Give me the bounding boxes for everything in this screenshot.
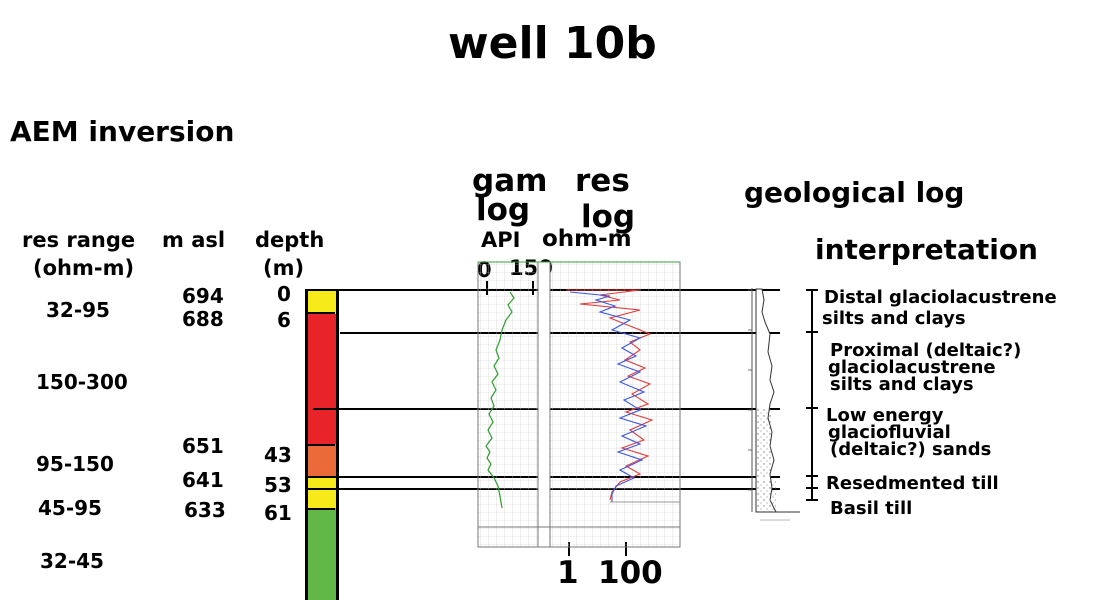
interpretation-line: glaciolacustrene (828, 357, 996, 378)
interpretation-unit: Low energy glaciofluvial (deltaic?) sand… (826, 405, 992, 460)
aem-layer (305, 476, 339, 508)
depth-value: 6 (277, 308, 291, 332)
aem-heading: AEM inversion (10, 115, 235, 148)
interpretation-line: Basil till (830, 498, 913, 519)
correlation-line (305, 312, 335, 314)
aem-layer (305, 444, 339, 476)
interpretation-heading: interpretation (815, 233, 1038, 266)
depth-unit: (m) (263, 256, 305, 280)
correlation-line (340, 332, 780, 334)
depth-value: 0 (277, 282, 291, 306)
masl-value: 694 (182, 284, 224, 308)
interpretation-line: glaciofluvial (828, 422, 951, 443)
res-log-unit: ohm-m (542, 226, 632, 252)
masl-value: 651 (182, 434, 224, 458)
correlation-line (313, 408, 780, 410)
res-range-value: 32-45 (40, 549, 104, 573)
res-range-header: res range (22, 228, 136, 252)
interpretation-line: silts and clays (822, 308, 966, 329)
correlation-line (305, 488, 780, 490)
aem-layer (305, 289, 339, 314)
interpretation-unit: Distal glaciolacustrene silts and clays (822, 287, 1057, 329)
correlation-line (305, 289, 780, 291)
aem-layer (305, 314, 339, 444)
correlation-line (305, 444, 335, 446)
res-range-value: 45-95 (38, 496, 102, 520)
masl-value: 688 (182, 307, 224, 331)
res-curve-red (566, 289, 654, 501)
depth-value: 53 (264, 473, 292, 497)
res-range-unit: (ohm-m) (33, 256, 135, 280)
masl-value: 633 (184, 498, 226, 522)
depth-header: depth (255, 228, 325, 252)
res-range-value: 95-150 (36, 452, 114, 476)
res-curve-blue (569, 291, 648, 502)
interpretation-line: Distal glaciolacustrene (824, 287, 1057, 308)
gamma-log-title: gam (472, 163, 548, 199)
gamma-scale-min: 0 (477, 258, 492, 282)
res-log-title: log (581, 199, 636, 235)
aem-layer (305, 508, 339, 600)
interpretation-unit: Basil till (830, 498, 913, 519)
interpretation-unit: Resedmented till (826, 473, 999, 494)
res-track (549, 261, 681, 548)
interpretation-unit: Proximal (deltaic?) glaciolacustrene sil… (828, 340, 1022, 395)
geological-log-heading: geological log (744, 176, 965, 209)
res-scale-max: 100 (598, 555, 663, 591)
res-log-title: res (575, 163, 630, 199)
interpretation-line: (deltaic?) sands (830, 439, 992, 460)
gamma-track (477, 261, 539, 548)
gamma-scale-tick (532, 281, 534, 295)
res-scale-min: 1 (557, 555, 579, 591)
page-title: well 10b (448, 18, 657, 69)
interpretation-line: Proximal (deltaic?) (830, 340, 1022, 361)
res-scale-tick (568, 542, 570, 556)
correlation-line (305, 508, 335, 510)
interpretation-line: Low energy (826, 405, 944, 426)
depth-track (537, 261, 551, 548)
lithology-column (755, 288, 777, 513)
gamma-scale-max: 150 (509, 256, 553, 280)
depth-value: 61 (264, 501, 292, 525)
interpretation-line: silts and clays (830, 374, 974, 395)
res-range-value: 32-95 (46, 298, 110, 322)
interpretation-line: Resedmented till (826, 473, 999, 494)
correlation-line (305, 476, 780, 478)
res-range-value: 150-300 (36, 370, 128, 394)
masl-header: m asl (162, 228, 226, 252)
masl-value: 641 (182, 468, 224, 492)
res-scale-tick (625, 542, 627, 556)
gamma-log-unit: API (481, 228, 521, 252)
depth-value: 43 (264, 443, 292, 467)
gamma-scale-tick (486, 281, 488, 295)
gamma-log-title: log (476, 192, 531, 228)
